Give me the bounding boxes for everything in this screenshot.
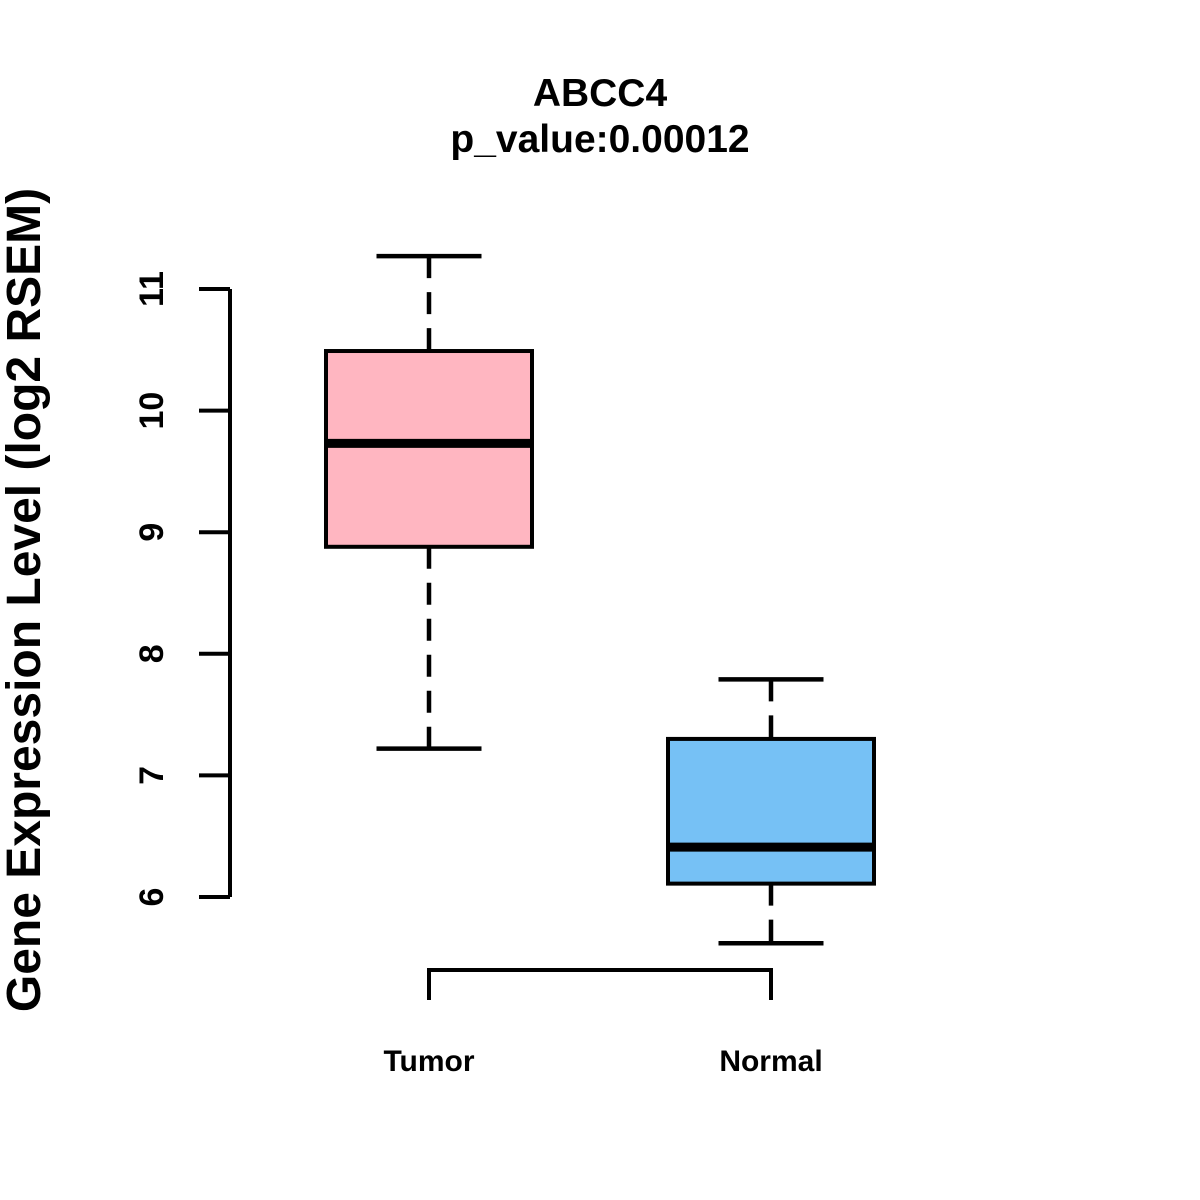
chart-subtitle: p_value:0.00012 [450, 118, 749, 161]
y-tick-label: 8 [133, 644, 171, 663]
y-tick-label: 9 [133, 523, 171, 542]
box-tumor [324, 349, 534, 549]
y-axis-label: Gene Expression Level (log2 RSEM) [0, 188, 51, 1012]
chart-title: ABCC4 [533, 72, 668, 115]
box-normal [666, 736, 876, 886]
category-label-normal: Normal [719, 1045, 822, 1078]
category-label-tumor: Tumor [383, 1045, 474, 1078]
y-tick-label: 7 [133, 766, 171, 785]
y-tick-label: 11 [133, 271, 171, 307]
x-axis-bracket [427, 968, 773, 1000]
plot-area: 6 7 8 9 10 11 [133, 253, 876, 1000]
y-tick-label: 6 [133, 888, 171, 907]
y-tick-label: 10 [133, 392, 171, 430]
